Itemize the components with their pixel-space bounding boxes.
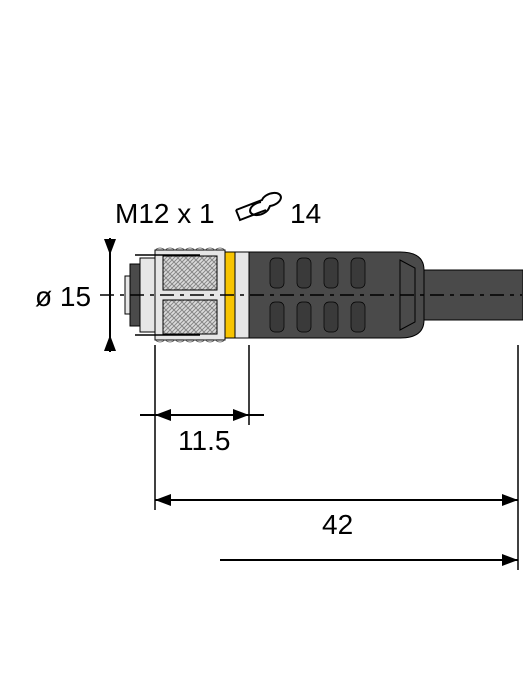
dim-11-5: 11.5 bbox=[140, 345, 264, 456]
dim-11-5-label: 11.5 bbox=[178, 425, 230, 456]
wrench-size: 14 bbox=[290, 198, 321, 229]
strain-relief-boot bbox=[249, 252, 424, 338]
dim-open bbox=[220, 510, 518, 570]
thread-label: M12 x 1 bbox=[115, 198, 215, 229]
dim-42-label: 42 bbox=[322, 509, 353, 540]
connector-tech-drawing: M12 x 1 14 ø 15 11.5 42 bbox=[0, 0, 523, 700]
diameter-label: ø 15 bbox=[35, 281, 91, 312]
wrench-icon bbox=[236, 193, 281, 220]
